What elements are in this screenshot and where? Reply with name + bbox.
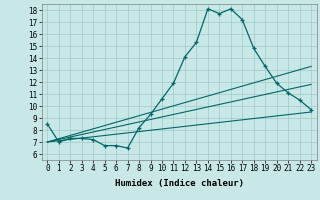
X-axis label: Humidex (Indice chaleur): Humidex (Indice chaleur)	[115, 179, 244, 188]
